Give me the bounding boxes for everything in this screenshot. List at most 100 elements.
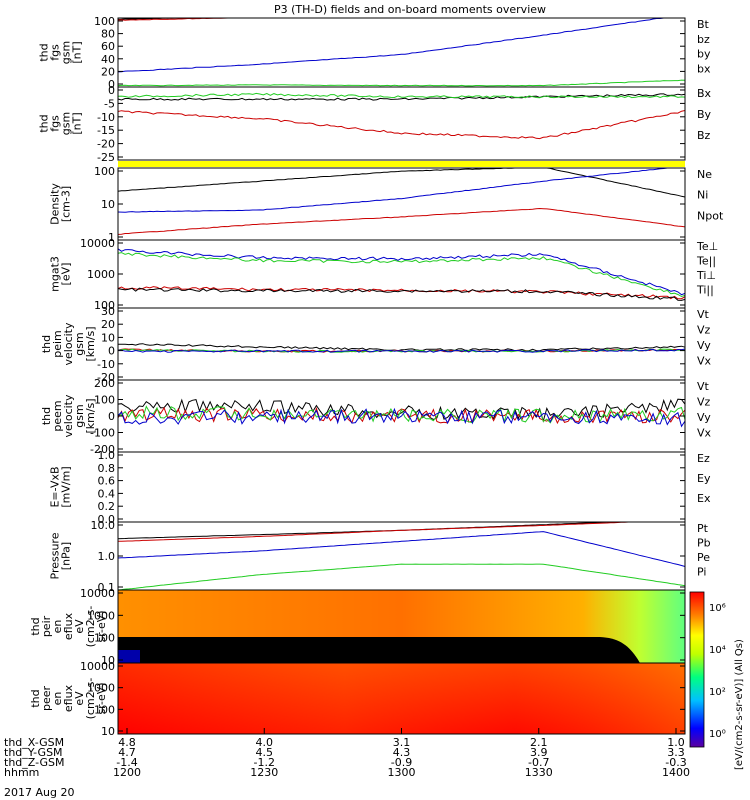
series-pressure-3 — [117, 563, 686, 591]
panel-frame-temperature — [117, 239, 686, 309]
ytick-label: 0.0 — [98, 513, 116, 526]
ylabel-line: peim — [51, 330, 64, 358]
ylabel-line: (cm2-s- — [84, 678, 97, 720]
xtick-label: -0.7 — [528, 756, 549, 769]
ylabel-line: [km/s] — [84, 398, 97, 433]
ytick-label: -15 — [97, 124, 115, 137]
colorbar-tick-1: 10⁶ — [709, 603, 726, 614]
quality-flag-bar — [118, 161, 685, 167]
xtick-label: 3.3 — [667, 746, 685, 759]
ytick-label: 1 — [108, 231, 115, 244]
legend-ion-velocity-vt: Vt — [697, 308, 710, 321]
xtick-label: 1.0 — [667, 736, 685, 749]
ytick-label: 0.8 — [98, 462, 116, 475]
ytick-label: 200 — [94, 377, 115, 390]
series-pressure-2 — [118, 521, 685, 542]
series-electron-velocity-4 — [117, 407, 686, 428]
legend-pressure-pi: Pi — [697, 566, 706, 579]
legend-pressure-pe: Pe — [697, 551, 710, 564]
panel-flag-bar — [118, 161, 685, 167]
ylabel-line: gsm — [60, 41, 73, 64]
ytick-label: 10 — [101, 654, 115, 667]
ytick-label: -20 — [97, 138, 115, 151]
legend-density-npot: Npot — [697, 209, 724, 222]
legend-electron-velocity-vy: Vy — [697, 411, 711, 424]
series-fgs-gsm-1-4 — [117, 17, 685, 73]
ytick-label: 0 — [108, 345, 115, 358]
ylabel-line: velocity — [62, 394, 75, 437]
legend-fgs-gsm-1-bt: Bt — [697, 18, 710, 31]
ylabel-line: gsm — [73, 332, 86, 355]
ytick-label: 1.0 — [98, 449, 116, 462]
ytick-label: 10.0 — [91, 519, 116, 532]
ytick-label: 100 — [94, 703, 115, 716]
legend-pressure-pb: Pb — [697, 537, 711, 550]
xaxis-row-label: hhmm — [4, 766, 39, 779]
xtick-label: 3.1 — [393, 736, 411, 749]
colorbar: 10⁶ 10⁴ 10² 10⁰ [eV/(cm2-s-sr-eV)] (All … — [689, 591, 745, 770]
ylabel-line: mgat3 — [49, 256, 62, 292]
legend-efield-ez: Ez — [697, 452, 710, 465]
ylabel-line: eflux — [62, 612, 75, 640]
series-temperature-1 — [117, 286, 686, 300]
ytick-label: 100 — [94, 165, 115, 178]
series-fgs-gsm-2-2 — [117, 92, 686, 99]
ytick-label: 20 — [101, 318, 115, 331]
series-fgs-gsm-2-1 — [117, 93, 686, 101]
panel-efield: 1.00.80.60.40.20.0 E=-VxB[mV/m] Ez Ey Ex — [49, 449, 711, 526]
series-electron-velocity-3 — [117, 405, 686, 424]
ylabel-line: fgs — [49, 115, 62, 132]
legend-temperature-te⊥: Te⊥ — [696, 240, 718, 253]
xtick-label: 1200 — [113, 766, 141, 779]
ylabel-line: eV — [73, 691, 86, 706]
legend-temperature-ti||: Ti|| — [696, 284, 714, 297]
ion-spectrogram-dropout — [118, 637, 640, 663]
legend-fgs-gsm-1-bz: bz — [697, 33, 710, 46]
ion-spectrogram-lowband — [118, 650, 140, 663]
ytick-label: 100 — [94, 394, 115, 407]
panel-frame-pressure — [117, 521, 686, 591]
series-ion-velocity-1 — [117, 343, 686, 352]
colorbar-tick-2: 10⁴ — [709, 645, 726, 656]
ytick-label: 1.0 — [98, 550, 116, 563]
ytick-label: 10000 — [80, 660, 115, 673]
panel-temperature: 10000 1000 100 mgat3[eV] Te⊥ Te||Ti⊥ Ti|| — [49, 237, 719, 312]
ytick-label: 100 — [94, 632, 115, 645]
series-electron-velocity-1 — [117, 398, 686, 423]
legend-electron-velocity-vx: Vx — [697, 427, 712, 440]
panel-frame-fgs-gsm-2 — [117, 86, 686, 161]
colorbar-tick-3: 10² — [709, 687, 726, 698]
ytick-label: 10 — [101, 331, 115, 344]
ytick-label: 20 — [101, 65, 115, 78]
ytick-label: 100 — [94, 15, 115, 28]
ytick-label: -10 — [97, 111, 115, 124]
ytick-label: 40 — [101, 53, 115, 66]
panel-frame-efield — [117, 451, 686, 523]
ylabel-line: en — [51, 620, 64, 634]
panel-electron-spectrogram: 10000 1000 100 10 thdpeerenefluxeV(cm2-s-sr-… — [29, 660, 686, 738]
series-density-3 — [117, 167, 685, 213]
ytick-label: 0 — [108, 410, 115, 423]
legend-fgs-gsm-1-by: by — [697, 48, 711, 61]
ylabel-line: E=-VxB — [49, 466, 62, 507]
ytick-label: 60 — [101, 40, 115, 53]
panel-density: 100 10 1 Density[cm-3] Ne Ni Npot — [49, 165, 724, 244]
ylabel-line: peer — [40, 686, 53, 712]
ylabel-line: [nT] — [71, 41, 84, 63]
ytick-label: 1000 — [87, 268, 115, 281]
legend-fgs-gsm-1-bx: bx — [697, 62, 711, 75]
ylabel-line: (cm2-s- — [84, 606, 97, 648]
panel-ion-spectrogram: 10000 1000 100 10 thdpeirenefluxeV(cm2-s-sr-… — [29, 587, 686, 667]
ytick-label: 0.1 — [98, 581, 116, 594]
xaxis-row-label: thd_Y-GSM — [4, 746, 63, 759]
series-ion-velocity-3 — [117, 348, 686, 353]
legend-fgs-gsm-2-bz: Bz — [697, 129, 711, 142]
ytick-label: 1000 — [87, 682, 115, 695]
xtick-label: 3.9 — [530, 746, 548, 759]
ytick-label: 0 — [108, 78, 115, 91]
